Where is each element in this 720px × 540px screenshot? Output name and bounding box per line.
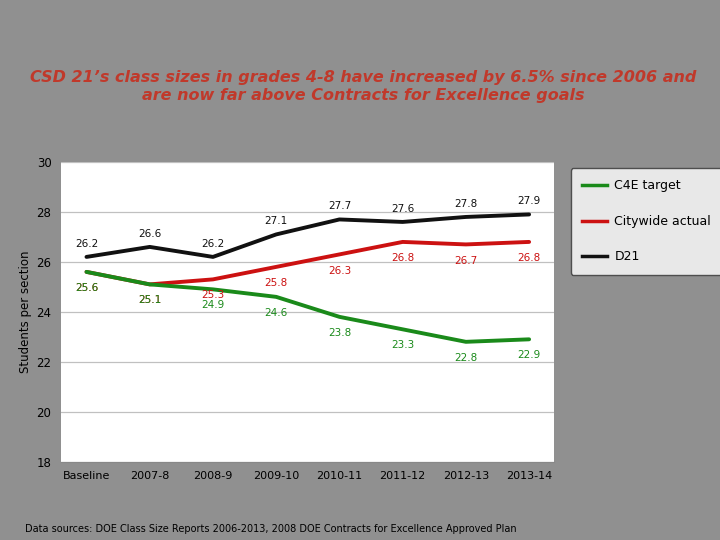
Text: 26.3: 26.3 bbox=[328, 266, 351, 275]
Text: 27.9: 27.9 bbox=[518, 196, 541, 206]
Text: 27.6: 27.6 bbox=[391, 204, 414, 214]
Text: 23.8: 23.8 bbox=[328, 328, 351, 338]
Text: CSD 21’s class sizes in grades 4-8 have increased by 6.5% since 2006 and
are now: CSD 21’s class sizes in grades 4-8 have … bbox=[30, 70, 697, 103]
Legend: C4E target, Citywide actual, D21: C4E target, Citywide actual, D21 bbox=[570, 168, 720, 275]
Text: 25.6: 25.6 bbox=[75, 283, 98, 293]
Text: 23.3: 23.3 bbox=[391, 340, 414, 350]
Text: 25.6: 25.6 bbox=[75, 283, 98, 293]
Text: 25.8: 25.8 bbox=[264, 278, 288, 288]
Text: 26.6: 26.6 bbox=[138, 228, 161, 239]
Text: 27.7: 27.7 bbox=[328, 201, 351, 211]
Text: 26.7: 26.7 bbox=[454, 255, 477, 266]
Text: 25.1: 25.1 bbox=[138, 295, 161, 306]
Text: 22.9: 22.9 bbox=[518, 350, 541, 360]
Text: 25.3: 25.3 bbox=[202, 291, 225, 300]
Text: 27.8: 27.8 bbox=[454, 199, 477, 208]
Text: Data sources: DOE Class Size Reports 2006-2013, 2008 DOE Contracts for Excellenc: Data sources: DOE Class Size Reports 200… bbox=[25, 523, 517, 534]
Text: 22.8: 22.8 bbox=[454, 353, 477, 363]
Text: 25.1: 25.1 bbox=[138, 295, 161, 306]
Text: 26.2: 26.2 bbox=[75, 239, 98, 248]
Text: 26.8: 26.8 bbox=[391, 253, 414, 263]
Text: 24.9: 24.9 bbox=[202, 300, 225, 310]
Text: 24.6: 24.6 bbox=[264, 308, 288, 318]
Y-axis label: Students per section: Students per section bbox=[19, 251, 32, 373]
Text: 26.2: 26.2 bbox=[202, 239, 225, 248]
Text: 26.8: 26.8 bbox=[518, 253, 541, 263]
Text: 27.1: 27.1 bbox=[264, 216, 288, 226]
